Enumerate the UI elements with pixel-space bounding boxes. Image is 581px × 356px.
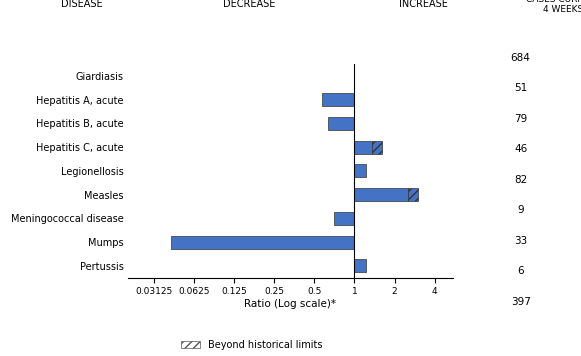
Legend: Beyond historical limits: Beyond historical limits (177, 336, 326, 354)
Text: DISEASE: DISEASE (61, 0, 103, 9)
Text: 9: 9 (517, 205, 524, 215)
Text: 51: 51 (514, 83, 527, 93)
Bar (372, 141, 382, 154)
Bar (354, 259, 366, 272)
Text: 79: 79 (514, 114, 527, 124)
Bar (354, 141, 372, 154)
Text: DECREASE: DECREASE (223, 0, 275, 9)
Bar (328, 117, 354, 130)
Bar (171, 236, 354, 248)
Text: 82: 82 (514, 175, 527, 185)
X-axis label: Ratio (Log scale)*: Ratio (Log scale)* (245, 299, 336, 309)
Text: 6: 6 (517, 266, 524, 276)
Text: 46: 46 (514, 144, 527, 154)
Bar (354, 164, 366, 177)
Text: 684: 684 (511, 53, 530, 63)
Text: 33: 33 (514, 236, 527, 246)
Bar (333, 212, 354, 225)
Text: 397: 397 (511, 297, 530, 307)
Bar (354, 188, 407, 201)
Bar (322, 93, 354, 106)
Text: INCREASE: INCREASE (400, 0, 449, 9)
Text: CASES CURRENT
4 WEEKS: CASES CURRENT 4 WEEKS (526, 0, 581, 14)
Bar (407, 188, 418, 201)
